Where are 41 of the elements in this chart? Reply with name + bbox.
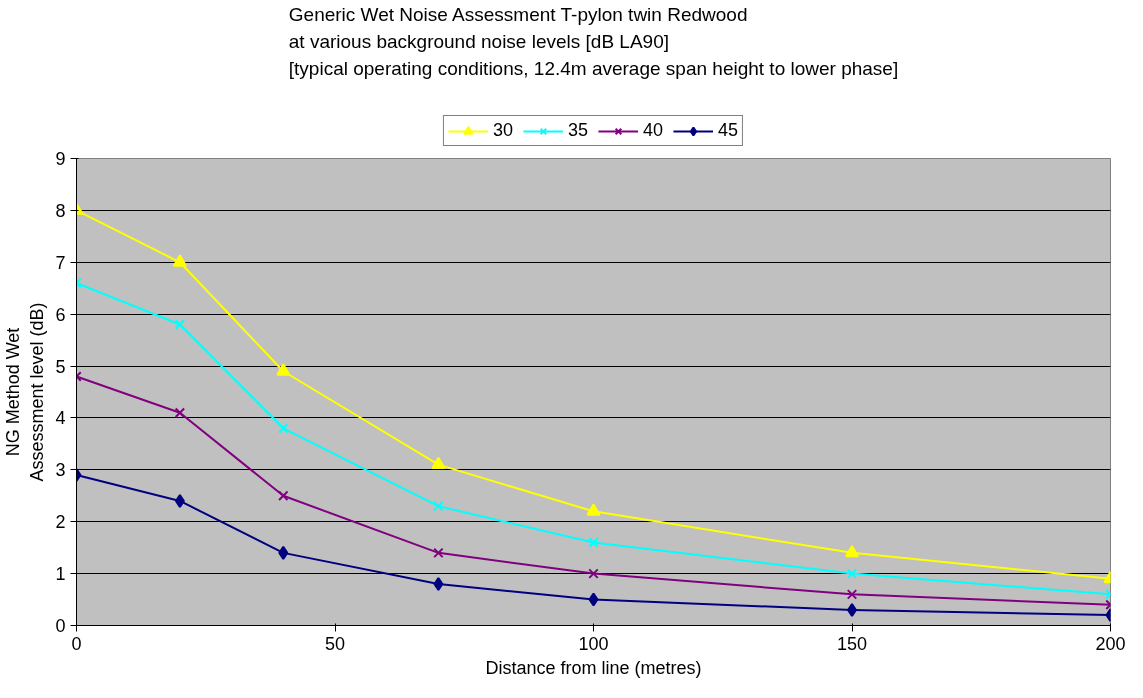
point xyxy=(174,319,186,330)
x-axis-title: Distance from line (metres) xyxy=(485,657,702,678)
y-tick-label: 5 xyxy=(55,356,66,377)
point xyxy=(278,423,289,434)
y-tick-label: 4 xyxy=(55,408,66,429)
y-axis-title: NG Method Wet Assessment level (dB) xyxy=(3,302,48,482)
y-tick-label: 3 xyxy=(55,460,66,481)
x-tick-label: 150 xyxy=(836,633,868,654)
point xyxy=(846,568,858,579)
x-tick-label: 0 xyxy=(71,633,82,654)
point xyxy=(588,592,599,607)
point xyxy=(588,568,599,579)
point xyxy=(431,456,446,470)
x-tick-label: 200 xyxy=(1095,633,1126,654)
y-tick-label: 1 xyxy=(55,564,66,585)
point xyxy=(278,545,289,560)
point xyxy=(276,363,291,376)
point xyxy=(433,576,444,591)
point xyxy=(433,547,444,559)
legend-label: 40 xyxy=(643,120,664,141)
y-tick-label: 0 xyxy=(55,616,66,636)
point xyxy=(588,537,599,548)
point xyxy=(433,500,444,512)
legend-label: 45 xyxy=(718,120,739,141)
point xyxy=(586,503,601,516)
point xyxy=(174,493,185,508)
y-tick-label: 6 xyxy=(55,304,66,325)
point xyxy=(846,589,858,600)
y-tick-label: 9 xyxy=(55,149,66,169)
point xyxy=(172,254,187,267)
x-tick-label: 100 xyxy=(578,633,609,654)
legend-label: 35 xyxy=(567,120,588,141)
point xyxy=(278,490,289,502)
point xyxy=(174,407,186,418)
y-tick-label: 7 xyxy=(55,252,66,273)
point xyxy=(845,544,859,558)
legend-label: 30 xyxy=(492,120,513,141)
chart-title: Generic Wet Noise Assessment T-pylon twin Redwood at various background noise levels [dB LA90] [typical operating conditions, 12.4m average span height to lower phase] xyxy=(288,3,899,80)
y-tick-label: 8 xyxy=(55,200,66,221)
x-tick-label: 50 xyxy=(324,633,346,654)
y-tick-label: 2 xyxy=(55,512,66,533)
